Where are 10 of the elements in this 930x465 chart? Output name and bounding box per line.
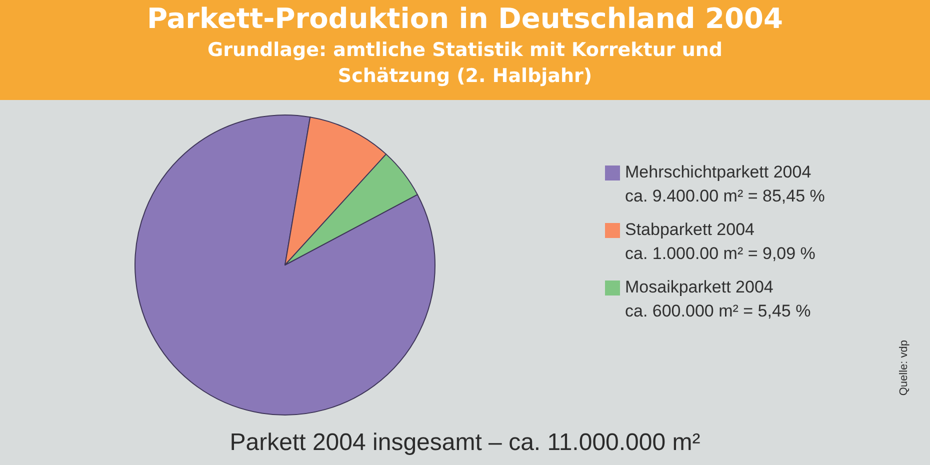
data-label: ca. 600.000 m² = 5,45 %	[625, 302, 811, 320]
source-note: Quelle: vdp	[897, 340, 911, 396]
data-label: ca. 9.400.00 m² = 85,45 %	[625, 186, 825, 206]
legend-label: Mosaikparkett 2004	[625, 278, 774, 296]
legend-label: Mehrschichtparkett 2004	[625, 162, 812, 182]
chart-title: Parkett-Produktion in Deutschland 2004	[146, 2, 784, 36]
chart-subtitle: Grundlage: amtliche Statistik mit Korrektur und Schätzung (2. Halbjahr)	[206, 38, 724, 89]
data-label: ca. 1.000.00 m² = 9,09 %	[625, 244, 816, 263]
text: Parkett 2004 insgesamt – ca. 11.000.000 m²	[228, 428, 702, 458]
legend-label: Stabparkett 2004	[625, 220, 754, 239]
